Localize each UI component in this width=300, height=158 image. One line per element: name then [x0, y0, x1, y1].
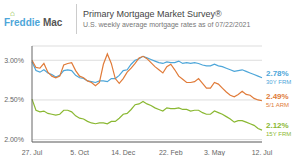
html-text:Primary Mortgage Market Survey: Primary Mortgage Market Survey® — [83, 8, 222, 19]
svg-text:2.50%: 2.50% — [8, 96, 24, 103]
svg-text:3. May: 3. May — [204, 149, 226, 156]
svg-text:30Y FRM: 30Y FRM — [266, 79, 291, 85]
svg-text:2.49%: 2.49% — [266, 92, 289, 101]
svg-text:5. Oct: 5. Oct — [70, 149, 89, 156]
svg-text:14. Dec: 14. Dec — [111, 149, 136, 156]
svg-text:5/1 ARM: 5/1 ARM — [266, 102, 289, 108]
svg-text:15Y FRM: 15Y FRM — [266, 131, 291, 137]
html-text:U.S. weekly average mortgage r: U.S. weekly average mortgage rates as of… — [83, 21, 251, 29]
svg-text:12. Jul: 12. Jul — [252, 149, 273, 156]
svg-text:2.00%: 2.00% — [8, 136, 24, 143]
html-text:Freddie Mac: Freddie Mac — [4, 17, 63, 28]
svg-text:22. Feb: 22. Feb — [159, 149, 183, 156]
svg-text:2.78%: 2.78% — [266, 69, 289, 78]
svg-text:27. Jul: 27. Jul — [22, 149, 43, 156]
svg-text:3.00%: 3.00% — [8, 57, 24, 64]
svg-text:2.12%: 2.12% — [266, 121, 289, 130]
